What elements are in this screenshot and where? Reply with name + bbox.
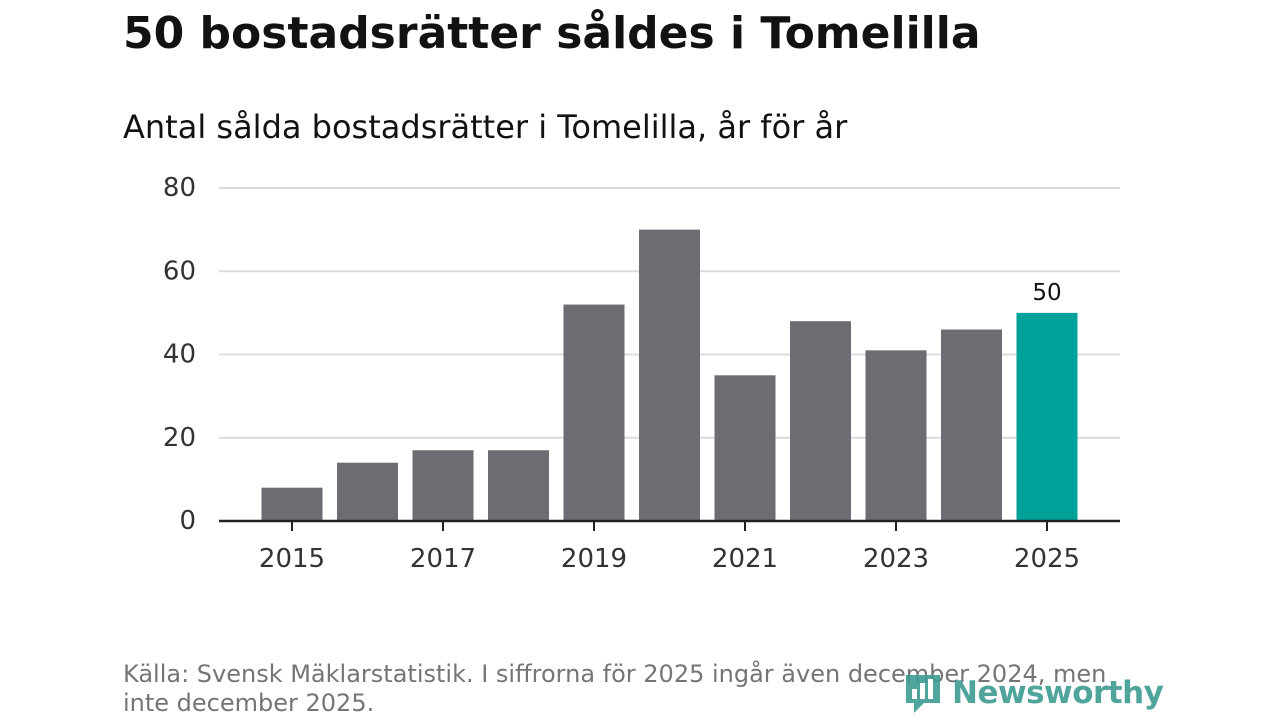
x-tick-label-2021: 2021 [712,544,778,574]
source-note: Källa: Svensk Mäklarstatistik. I siffror… [123,660,1107,717]
y-tick-label-80: 80 [163,173,196,203]
x-tick-label-2023: 2023 [863,544,929,574]
y-tick-label-20: 20 [163,423,196,453]
bar-2018 [488,450,549,521]
chart-subtitle: Antal sålda bostadsrätter i Tomelilla, å… [123,108,848,146]
bar-2020 [639,229,700,521]
data-label-2025: 50 [1032,280,1061,306]
bar-2021 [714,375,776,521]
x-tick-label-2017: 2017 [410,544,476,574]
bar-2024 [941,329,1002,521]
y-tick-label-60: 60 [163,256,196,286]
y-tick-label-0: 0 [179,506,196,536]
x-tick-label-2025: 2025 [1014,544,1080,574]
bar-2022 [790,321,851,521]
newsworthy-logo-icon [906,675,940,713]
bar-2025 [1016,312,1078,521]
bar-2023 [865,350,927,521]
newsworthy-logo-text: Newsworthy [952,675,1164,711]
bar-2019 [563,304,625,521]
chart-title: 50 bostadsrätter såldes i Tomelilla [123,8,981,59]
bar-2015 [261,487,323,521]
bar-2016 [337,462,398,521]
bar-chart: 0 20 40 60 80 2015 2017 2019 2021 2023 2025 50 [163,173,1120,574]
bar-2017 [412,450,474,521]
x-tick-label-2015: 2015 [259,544,325,574]
newsworthy-logo: Newsworthy [902,668,1164,718]
x-tick-label-2019: 2019 [561,544,627,574]
y-tick-label-40: 40 [163,340,196,370]
